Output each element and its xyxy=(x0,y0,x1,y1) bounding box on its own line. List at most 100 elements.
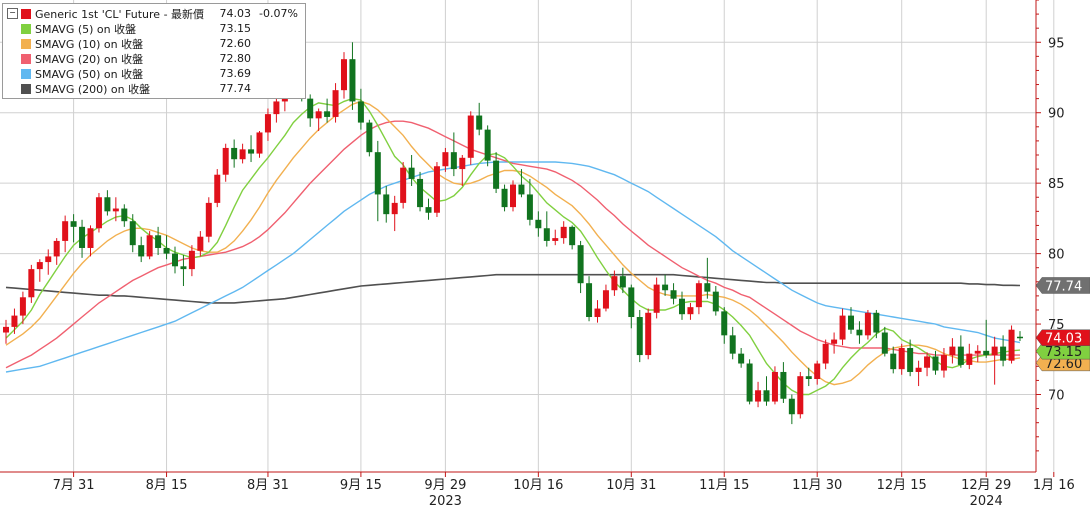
y-tick-label: 75 xyxy=(1048,318,1065,333)
candle xyxy=(991,336,998,385)
candle-body xyxy=(932,356,939,371)
candle-body xyxy=(256,132,263,154)
candle xyxy=(417,171,424,212)
candle-body xyxy=(586,283,593,318)
candle xyxy=(467,111,474,165)
candle xyxy=(205,197,212,243)
candle-body xyxy=(87,228,94,248)
sma10-value-tag-text: 72.60 xyxy=(1045,357,1082,372)
candle-body xyxy=(721,311,728,336)
candle-body xyxy=(417,178,424,208)
candle xyxy=(695,280,702,315)
candle xyxy=(3,319,9,344)
candle xyxy=(433,162,440,217)
candle xyxy=(746,359,753,405)
candle-body xyxy=(408,167,415,179)
candle xyxy=(577,240,584,294)
x-tick-label: 10月 31 xyxy=(606,478,656,493)
candle xyxy=(28,264,35,303)
candle-body xyxy=(180,266,187,270)
candle xyxy=(704,257,711,299)
candle xyxy=(898,343,905,375)
candlesticks xyxy=(3,42,1023,425)
legend-label-sma5: SMAVG (5) on 收盤 xyxy=(35,22,137,36)
candle-body xyxy=(628,287,635,318)
candle-body xyxy=(357,101,364,123)
legend-value-sma5: 73.15 xyxy=(219,22,252,35)
candle xyxy=(864,309,871,340)
candle xyxy=(400,162,407,209)
candle-body xyxy=(569,226,576,246)
x-tick-label: 9月 29 xyxy=(424,478,466,493)
candle xyxy=(62,215,69,253)
candle-body xyxy=(442,152,449,167)
candle-body xyxy=(873,312,880,333)
candle xyxy=(53,238,60,265)
candle xyxy=(890,346,897,374)
candle-body xyxy=(307,98,314,119)
candle-body xyxy=(780,371,787,399)
candle xyxy=(172,246,178,274)
legend-value-main: 74.03 xyxy=(219,7,252,20)
candle xyxy=(138,236,145,263)
candle-body xyxy=(535,219,542,229)
x-tick-label: 11月 30 xyxy=(792,478,842,493)
candle xyxy=(518,169,525,198)
x-tick-label: 9月 15 xyxy=(340,478,382,493)
candle xyxy=(586,276,593,322)
legend-change-main: -0.07% xyxy=(259,7,298,20)
legend-value-sma200: 77.74 xyxy=(219,82,252,95)
candle xyxy=(831,332,838,354)
legend-value-sma20: 72.80 xyxy=(219,52,252,65)
candle-body xyxy=(788,398,795,415)
candle xyxy=(881,326,888,357)
candle-body xyxy=(3,326,9,333)
candle-body xyxy=(670,290,677,299)
x-axis: 7月 31 8月 15 8月 31 9月 15 9月 29 10月 16 10月 31 11月… xyxy=(0,471,1075,508)
sma5-value-tag: 73.15 xyxy=(1035,342,1090,360)
legend-value-sma50: 73.69 xyxy=(219,67,252,80)
candle xyxy=(526,178,533,226)
legend-row-sma10: SMAVG (10) on 收盤 72.60 xyxy=(7,36,299,51)
candle-body xyxy=(341,59,347,91)
x-tick-label: 10月 16 xyxy=(513,478,563,493)
candle xyxy=(569,225,576,250)
y-tick-label: 85 xyxy=(1048,177,1065,192)
candle-body xyxy=(687,307,694,315)
candle-body xyxy=(205,202,212,237)
candle-body xyxy=(974,350,981,354)
candle-body xyxy=(129,221,136,246)
candle-body xyxy=(28,269,35,298)
candle xyxy=(374,140,381,222)
candle-body xyxy=(450,152,457,170)
candle xyxy=(273,97,280,123)
candle-body xyxy=(36,262,43,270)
candle xyxy=(383,185,390,223)
candle xyxy=(155,226,162,256)
candle xyxy=(907,339,914,377)
candle xyxy=(349,42,356,110)
x-tick-label: 11月 15 xyxy=(699,478,749,493)
candle xyxy=(121,204,128,227)
candle-body xyxy=(484,129,491,161)
legend-row-sma50: SMAVG (50) on 收盤 73.69 xyxy=(7,66,299,81)
candle xyxy=(679,291,685,320)
candle-body xyxy=(831,339,838,344)
candle xyxy=(104,190,111,216)
candle-body xyxy=(332,90,339,117)
minus-box-icon[interactable]: − xyxy=(7,8,18,19)
candle xyxy=(763,376,770,406)
candle-body xyxy=(425,207,432,213)
candle-body xyxy=(746,363,753,402)
candle xyxy=(721,307,728,344)
x-tick-label: 12月 29 xyxy=(961,478,1011,493)
candle-body xyxy=(738,353,745,364)
candle xyxy=(636,309,643,363)
legend-swatch-sma10 xyxy=(21,38,31,49)
legend-swatch-sma5 xyxy=(21,23,31,34)
sma200-value-tag: 77.74 xyxy=(1035,277,1090,294)
candle xyxy=(19,291,26,325)
candle xyxy=(391,195,398,232)
candle-body xyxy=(839,315,846,340)
